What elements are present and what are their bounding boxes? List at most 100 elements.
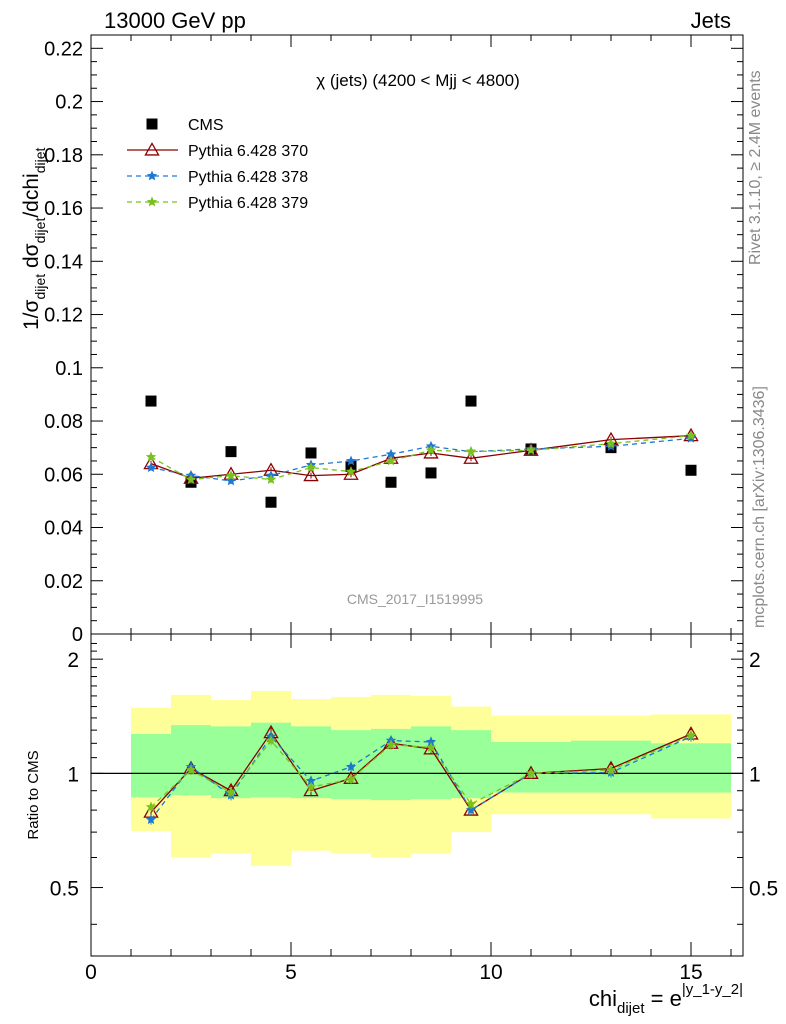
marker-square (265, 496, 277, 508)
series-line (150, 435, 692, 481)
marker-star (685, 729, 697, 740)
y-tick-label: 0.16 (44, 198, 83, 220)
marker-star (345, 466, 357, 477)
marker-star (305, 781, 317, 792)
main-series (143, 395, 699, 508)
marker-star (345, 761, 357, 772)
marker-triangle (144, 142, 160, 156)
marker-star (146, 196, 158, 207)
ratio-y-tick-label-right: 0.5 (749, 878, 778, 901)
marker-triangle (183, 470, 199, 484)
marker-star (225, 475, 237, 486)
marker-star (425, 736, 437, 747)
y-tick-label: 0.02 (44, 571, 83, 593)
x-axis-label: chidijet = e|y_1-y_2| (589, 981, 743, 1017)
marker-triangle (303, 467, 319, 482)
marker-star (385, 739, 397, 750)
y-tick-label: 0.22 (44, 38, 83, 60)
marker-triangle (423, 445, 439, 459)
x-tick-label: 0 (85, 961, 97, 984)
legend-label: Pythia 6.428 379 (188, 195, 308, 212)
marker-star (145, 462, 157, 473)
legend-label: Pythia 6.428 370 (188, 143, 308, 160)
y-tick-label: 0 (72, 624, 83, 646)
marker-square (465, 395, 477, 407)
y-tick-label: 0.04 (44, 518, 83, 540)
y-tick-label: 0.06 (44, 464, 83, 486)
marker-square (146, 118, 158, 130)
header-left: 13000 GeV pp (104, 8, 246, 33)
marker-star (385, 455, 397, 466)
marker-star (525, 444, 537, 455)
marker-star (465, 798, 477, 809)
marker-star (305, 775, 317, 786)
y-tick-label: 0.14 (44, 251, 83, 273)
band-inner (171, 725, 211, 796)
marker-star (225, 470, 237, 480)
marker-star (146, 170, 158, 181)
ratio-line (150, 731, 692, 813)
ratio-series (143, 724, 699, 825)
y-tick-label: 0.12 (44, 305, 83, 327)
main-ylabel: 1/σdijet dσdijet/dchidijet (20, 148, 48, 330)
ratio-y-tick-label-right: 2 (749, 649, 761, 672)
marker-star (265, 474, 277, 484)
main-title: χ (jets) (4200 < Mjj < 4800) (316, 71, 520, 90)
marker-star (605, 438, 617, 449)
marker-triangle (303, 782, 319, 797)
marker-star (345, 773, 357, 784)
marker-square (225, 446, 237, 458)
rivet-label: Rivet 3.1.10, ≥ 2.4M events (747, 70, 764, 265)
marker-star (305, 462, 317, 473)
marker-star (385, 448, 397, 459)
marker-star (425, 742, 437, 752)
marker-square (385, 476, 397, 488)
ratio-y-tick-label: 0.5 (50, 878, 79, 901)
x-tick-label: 5 (285, 961, 297, 984)
marker-star (465, 804, 477, 815)
marker-square (305, 447, 317, 459)
marker-star (145, 451, 157, 462)
y-tick-label: 0.2 (55, 92, 83, 114)
mcplots-label: mcplots.cern.ch [arXiv:1306.3436] (751, 386, 768, 628)
x-tick-label: 10 (479, 961, 502, 984)
y-tick-label: 0.1 (55, 358, 83, 380)
marker-star (605, 764, 617, 775)
marker-star (145, 814, 157, 825)
marker-star (345, 455, 357, 466)
ratio-frame (90, 633, 744, 957)
marker-star (685, 430, 697, 441)
watermark: CMS_2017_I1519995 (347, 591, 483, 607)
marker-square (425, 467, 437, 479)
marker-star (265, 735, 277, 745)
x-tick-label: 15 (679, 961, 702, 984)
band-inner (451, 730, 491, 799)
marker-triangle (423, 740, 439, 755)
marker-star (465, 446, 477, 457)
main-y-axis: 0 0.02 0.04 0.06 0.08 0.1 0.12 0.14 0.16 0.18 0.2 0… (44, 35, 743, 646)
marker-triangle (463, 450, 479, 464)
ratio-line (150, 734, 692, 808)
band-inner (651, 743, 731, 793)
ratio-bands (131, 690, 731, 866)
marker-square (145, 395, 157, 407)
ratio-y-tick-label: 2 (67, 649, 79, 672)
legend: CMS Pythia 6.428 370 Pythia 6.428 378 Pythi… (127, 117, 308, 212)
band-inner (131, 733, 171, 798)
marker-star (185, 474, 197, 484)
marker-triangle (343, 466, 359, 480)
ratio-ylabel: Ratio to CMS (25, 750, 42, 839)
legend-label: CMS (188, 117, 224, 134)
marker-square (685, 464, 697, 476)
ratio-y-tick-label: 1 (67, 763, 79, 786)
series-line (150, 437, 692, 482)
marker-star (145, 801, 157, 812)
y-tick-label: 0.08 (44, 411, 83, 433)
marker-star (185, 764, 197, 775)
legend-label: Pythia 6.428 378 (188, 169, 308, 186)
marker-star (525, 767, 537, 778)
marker-star (225, 787, 237, 797)
y-tick-label: 0.18 (44, 145, 83, 167)
header-right: Jets (691, 8, 731, 33)
